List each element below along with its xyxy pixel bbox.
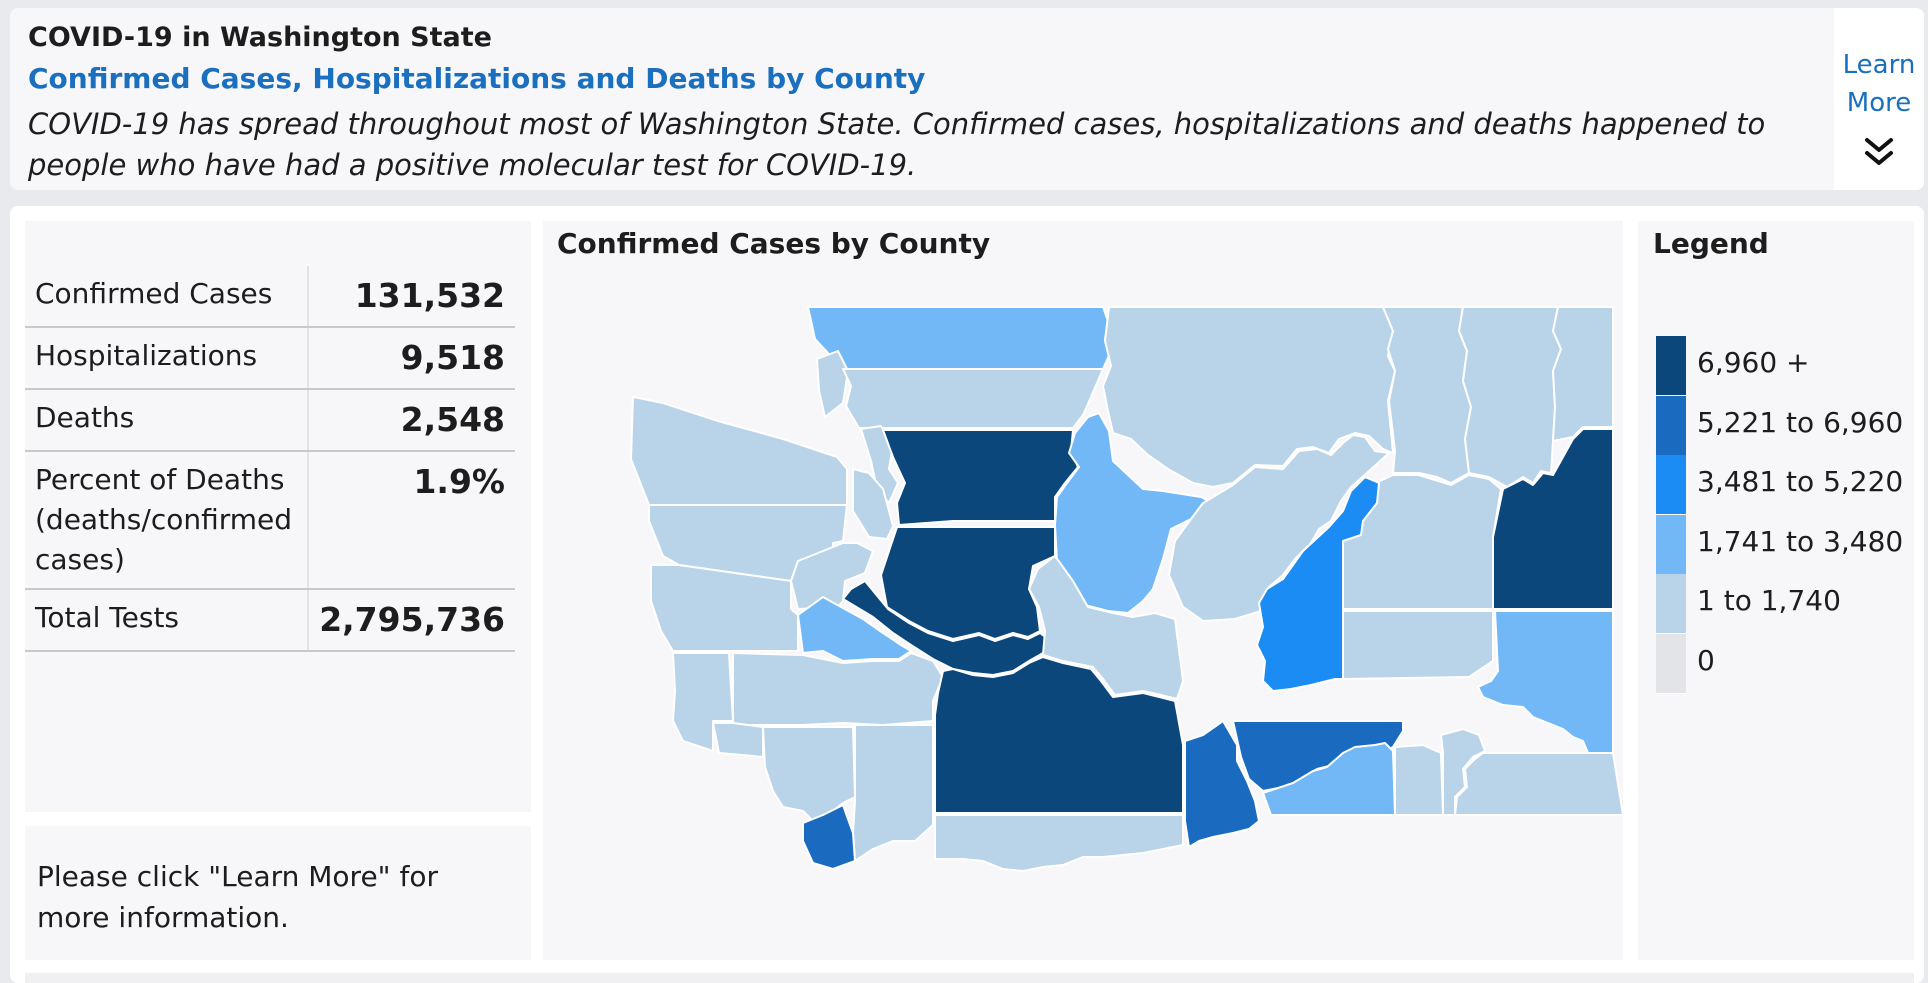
county-lewis[interactable]: [732, 652, 944, 726]
county-kittitas[interactable]: [1028, 555, 1184, 700]
legend-swatch: [1656, 395, 1686, 456]
legend-label: 5,221 to 6,960: [1697, 405, 1904, 439]
stat-label: Hospitalizations: [25, 327, 310, 390]
county-whitman[interactable]: [1477, 610, 1614, 754]
county-ferry[interactable]: [1382, 306, 1472, 484]
stat-label: Confirmed Cases: [25, 266, 310, 328]
county-king[interactable]: [880, 526, 1056, 640]
county-klickitat[interactable]: [934, 814, 1184, 872]
county-san-juan[interactable]: [816, 350, 849, 418]
legend-swatch: [1656, 514, 1686, 575]
info-note: Please click "Learn More" for more infor…: [25, 826, 531, 960]
stat-value: 131,532: [308, 266, 515, 328]
county-stevens[interactable]: [1458, 306, 1562, 488]
county-mason[interactable]: [790, 542, 874, 610]
learn-more-label: Learn More: [1842, 50, 1916, 118]
stat-value: 1.9%: [308, 451, 515, 590]
county-pend-oreille[interactable]: [1552, 306, 1614, 442]
legend-title: Legend: [1653, 227, 1769, 260]
legend-swatch: [1656, 574, 1686, 634]
stat-value: 2,548: [308, 389, 515, 452]
county-skagit[interactable]: [842, 368, 1104, 429]
bottom-panel-edge: [25, 973, 1914, 983]
county-chelan[interactable]: [1054, 412, 1214, 614]
double-chevron-down-icon: [1865, 138, 1893, 165]
stats-row: Hospitalizations 9,518: [25, 327, 515, 390]
county-adams[interactable]: [1342, 610, 1494, 680]
county-snohomish[interactable]: [882, 429, 1079, 526]
county-spokane[interactable]: [1492, 428, 1614, 610]
stat-value: 2,795,736: [308, 589, 515, 652]
county-grays-harbor[interactable]: [650, 564, 799, 652]
county-douglas[interactable]: [1168, 434, 1390, 622]
page-subtitle: Confirmed Cases, Hospitalizations and De…: [28, 62, 926, 95]
page-description: COVID-19 has spread throughout most of W…: [28, 107, 1766, 182]
map-title: Confirmed Cases by County: [557, 227, 991, 260]
county-garfield[interactable]: [1440, 728, 1486, 816]
county-thurston[interactable]: [797, 596, 912, 662]
county-asotin[interactable]: [1454, 752, 1623, 816]
county-skamania[interactable]: [852, 724, 934, 862]
header-panel: COVID-19 in Washington State Confirmed C…: [10, 8, 1924, 190]
legend-swatch: [1656, 455, 1686, 515]
stats-row: Confirmed Cases 131,532: [25, 266, 515, 328]
county-pacific[interactable]: [672, 652, 734, 752]
legend-label: 1 to 1,740: [1697, 584, 1841, 617]
county-clallam[interactable]: [630, 396, 848, 508]
page-title: COVID-19 in Washington State: [28, 22, 492, 53]
county-benton[interactable]: [1184, 720, 1260, 848]
stats-row: Total Tests 2,795,736: [25, 589, 515, 652]
county-yakima[interactable]: [934, 656, 1184, 814]
stats-panel: Confirmed Cases 131,532 Hospitalizations…: [25, 221, 531, 812]
legend-swatch: [1656, 633, 1686, 694]
washington-county-map: [630, 306, 1623, 872]
stat-value: 9,518: [308, 327, 515, 390]
legend-label: 0: [1697, 643, 1715, 677]
stats-row: Percent of Deaths (deaths/confirmed case…: [25, 451, 515, 590]
stat-label: Deaths: [25, 389, 310, 452]
county-clark[interactable]: [802, 804, 856, 870]
county-kitsap[interactable]: [852, 468, 894, 540]
stats-row: Deaths 2,548: [25, 389, 515, 452]
stat-label: Percent of Deaths (deaths/confirmed case…: [25, 451, 310, 590]
county-walla-walla[interactable]: [1262, 742, 1396, 816]
legend-label: 1,741 to 3,480: [1697, 524, 1904, 558]
county-columbia[interactable]: [1394, 744, 1444, 816]
county-whatcom[interactable]: [807, 306, 1112, 370]
map-panel: Confirmed Cases by County: [543, 221, 1623, 960]
county-grant[interactable]: [1256, 476, 1380, 692]
learn-more-button[interactable]: Learn More: [1834, 8, 1924, 190]
legend-label: 6,960 +: [1697, 346, 1810, 379]
legend-label: 3,481 to 5,220: [1697, 465, 1904, 498]
legend-swatch: [1656, 336, 1686, 396]
stat-label: Total Tests: [25, 589, 310, 652]
legend-panel: Legend 6,960 + 5,221 to 6,960 3,481 to 5…: [1638, 221, 1914, 960]
county-wahkiakum[interactable]: [712, 722, 764, 758]
stats-table: Confirmed Cases 131,532 Hospitalizations…: [25, 266, 515, 652]
